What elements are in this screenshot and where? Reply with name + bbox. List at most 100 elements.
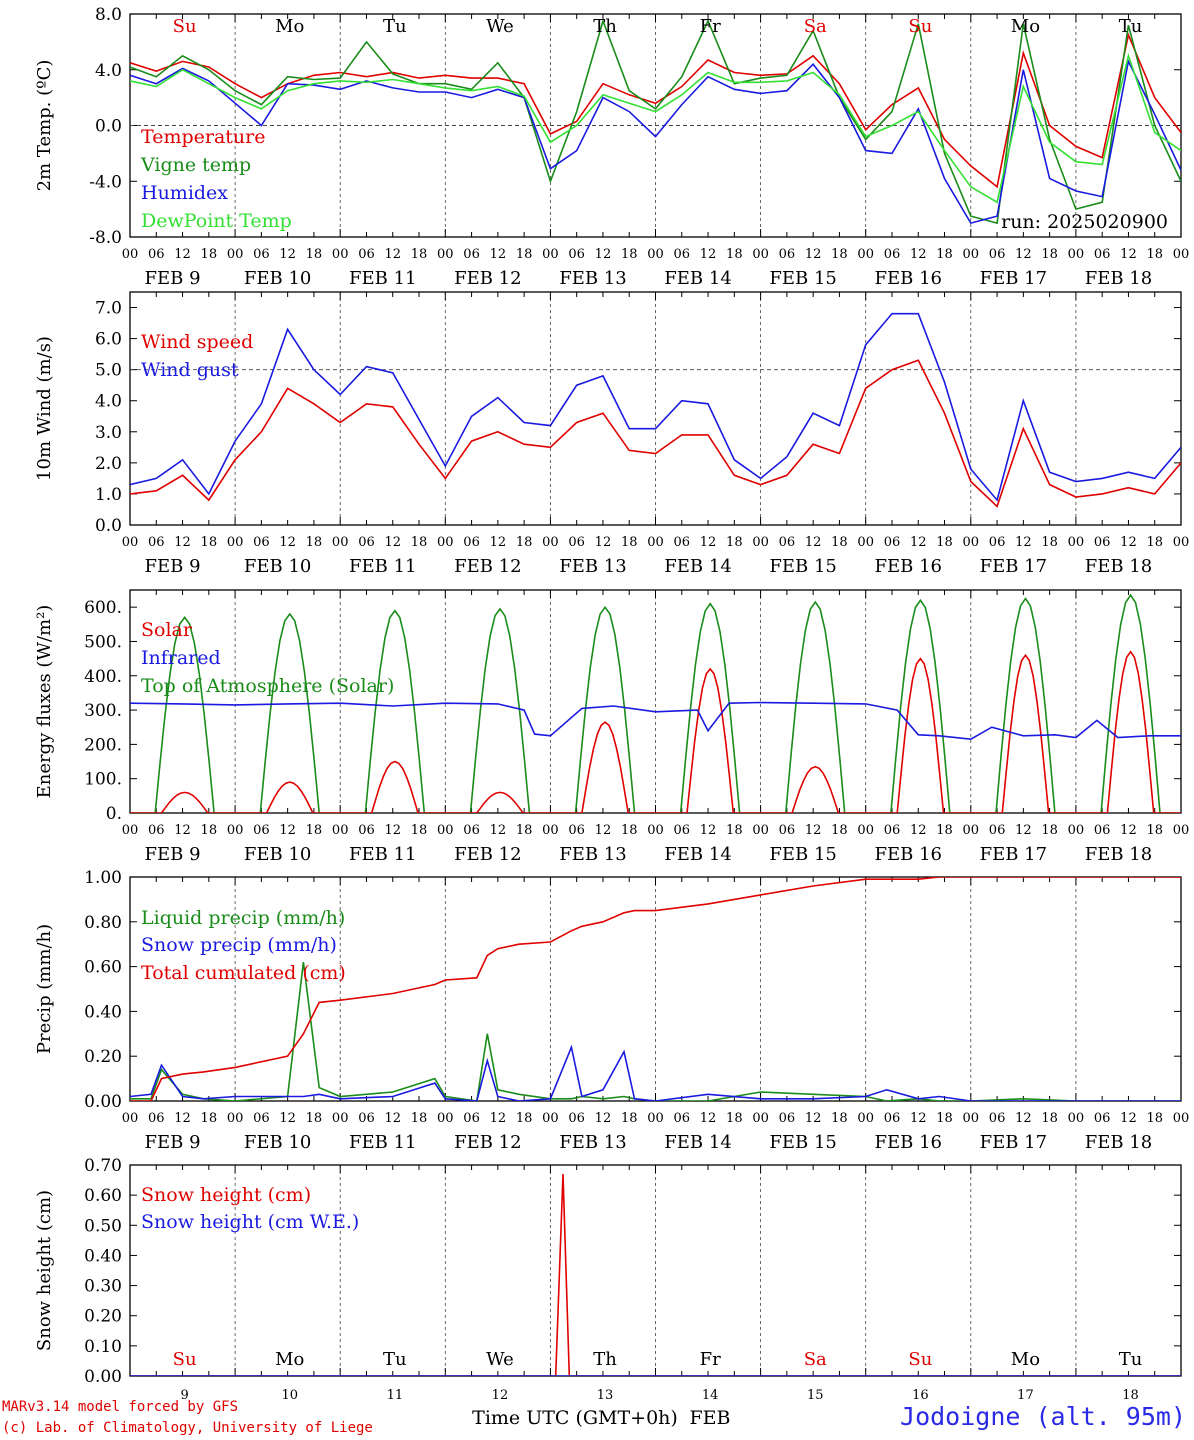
y-tick-label: 300. bbox=[84, 701, 122, 721]
hour-label: 18 bbox=[831, 1111, 848, 1126]
day-number: 11 bbox=[387, 1388, 404, 1403]
y-axis-label: 10m Wind (m/s) bbox=[34, 336, 55, 481]
date-label: FEB 12 bbox=[454, 556, 521, 577]
hour-label: 18 bbox=[936, 535, 953, 550]
hour-label: 00 bbox=[437, 535, 454, 550]
hour-label: 06 bbox=[463, 247, 480, 262]
y-tick-label: 600. bbox=[84, 598, 122, 618]
hour-label: 18 bbox=[1146, 823, 1163, 838]
day-label: Mo bbox=[275, 16, 304, 37]
date-label: FEB 18 bbox=[1085, 268, 1152, 289]
y-axis-label: Energy fluxes (W/m²) bbox=[34, 605, 55, 799]
legend-entry: Wind speed bbox=[141, 331, 253, 353]
hour-label: 18 bbox=[1041, 1111, 1058, 1126]
hour-label: 12 bbox=[174, 1111, 191, 1126]
hour-label: 12 bbox=[700, 535, 717, 550]
hour-label: 12 bbox=[1015, 535, 1032, 550]
day-number: 15 bbox=[807, 1388, 824, 1403]
hour-label: 00 bbox=[122, 823, 139, 838]
hour-label: 00 bbox=[752, 823, 769, 838]
date-label: FEB 13 bbox=[559, 556, 626, 577]
hour-label: 06 bbox=[253, 247, 270, 262]
y-tick-label: 0.30 bbox=[84, 1277, 122, 1297]
date-label: FEB 18 bbox=[1085, 556, 1152, 577]
hour-label: 18 bbox=[306, 1111, 323, 1126]
hour-label: 18 bbox=[1146, 247, 1163, 262]
hour-label: 06 bbox=[884, 535, 901, 550]
day-label: Tu bbox=[1119, 16, 1143, 37]
hour-label: 12 bbox=[805, 823, 822, 838]
y-tick-label: 0.40 bbox=[84, 1246, 122, 1266]
panel-4 bbox=[129, 876, 1182, 1102]
hour-label: 12 bbox=[910, 535, 927, 550]
hour-label: 00 bbox=[227, 535, 244, 550]
hour-label: 06 bbox=[148, 1111, 165, 1126]
panel-1 bbox=[129, 13, 1182, 238]
hour-label: 18 bbox=[201, 247, 218, 262]
hour-label: 00 bbox=[857, 535, 874, 550]
hour-label: 06 bbox=[463, 1111, 480, 1126]
series-wind-speed bbox=[130, 359, 1181, 508]
hour-label: 18 bbox=[411, 535, 428, 550]
hour-label: 00 bbox=[227, 1111, 244, 1126]
hour-label: 18 bbox=[306, 823, 323, 838]
hour-label: 06 bbox=[989, 1111, 1006, 1126]
y-tick-label: 500. bbox=[84, 632, 122, 652]
y-tick-label: 8.0 bbox=[95, 5, 122, 25]
hour-label: 12 bbox=[490, 823, 507, 838]
day-label: Su bbox=[908, 1349, 932, 1370]
hour-label: 06 bbox=[674, 1111, 691, 1126]
hour-label: 00 bbox=[437, 247, 454, 262]
day-label: Su bbox=[908, 16, 932, 37]
hour-label: 12 bbox=[1120, 1111, 1137, 1126]
hour-label: 06 bbox=[779, 247, 796, 262]
date-label: FEB 11 bbox=[349, 1132, 416, 1153]
legend-entry: Total cumulated (cm) bbox=[141, 962, 346, 984]
hour-label: 12 bbox=[490, 247, 507, 262]
legend-entry: Vigne temp bbox=[140, 154, 251, 176]
hour-label: 00 bbox=[963, 1111, 980, 1126]
hour-label: 00 bbox=[647, 823, 664, 838]
day-label: Fr bbox=[700, 1349, 721, 1370]
hour-label: 00 bbox=[437, 823, 454, 838]
hour-label: 12 bbox=[910, 1111, 927, 1126]
hour-label: 12 bbox=[384, 535, 401, 550]
y-tick-label: 4.0 bbox=[95, 61, 122, 81]
legend-entry: Snow precip (mm/h) bbox=[141, 934, 337, 956]
hour-label: 18 bbox=[936, 1111, 953, 1126]
date-label: FEB 9 bbox=[145, 844, 201, 865]
series-wind-gust bbox=[130, 312, 1181, 502]
y-tick-label: 4.0 bbox=[95, 392, 122, 412]
hour-label: 12 bbox=[174, 823, 191, 838]
legend-entry: Humidex bbox=[141, 182, 228, 204]
date-label: FEB 13 bbox=[559, 268, 626, 289]
hour-label: 06 bbox=[1094, 823, 1111, 838]
y-tick-label: 1.00 bbox=[84, 868, 122, 888]
hour-label: 12 bbox=[805, 535, 822, 550]
hour-label: 18 bbox=[516, 535, 533, 550]
series-total-cumulated-cm bbox=[130, 877, 1181, 1101]
date-label: FEB 17 bbox=[980, 1132, 1047, 1153]
hour-label: 00 bbox=[1068, 535, 1085, 550]
date-label: FEB 17 bbox=[980, 556, 1047, 577]
date-label: FEB 13 bbox=[559, 1132, 626, 1153]
hour-label: 06 bbox=[253, 535, 270, 550]
day-number: 17 bbox=[1017, 1388, 1034, 1403]
date-label: FEB 15 bbox=[769, 1132, 836, 1153]
hour-label: 18 bbox=[411, 1111, 428, 1126]
hour-label: 00 bbox=[332, 1111, 349, 1126]
date-label: FEB 10 bbox=[244, 844, 311, 865]
hour-label: 00 bbox=[542, 535, 559, 550]
date-label: FEB 16 bbox=[875, 556, 942, 577]
hour-label: 12 bbox=[174, 247, 191, 262]
legend-entry: Infrared bbox=[141, 647, 221, 669]
series-dewpoint-temp bbox=[130, 52, 1181, 204]
y-tick-label: 0.40 bbox=[84, 1002, 122, 1022]
hour-label: 06 bbox=[779, 535, 796, 550]
y-tick-label: 100. bbox=[84, 770, 122, 790]
hour-label: 18 bbox=[411, 247, 428, 262]
hour-label: 12 bbox=[805, 247, 822, 262]
hour-label: 18 bbox=[1041, 823, 1058, 838]
hour-label: 06 bbox=[1094, 535, 1111, 550]
